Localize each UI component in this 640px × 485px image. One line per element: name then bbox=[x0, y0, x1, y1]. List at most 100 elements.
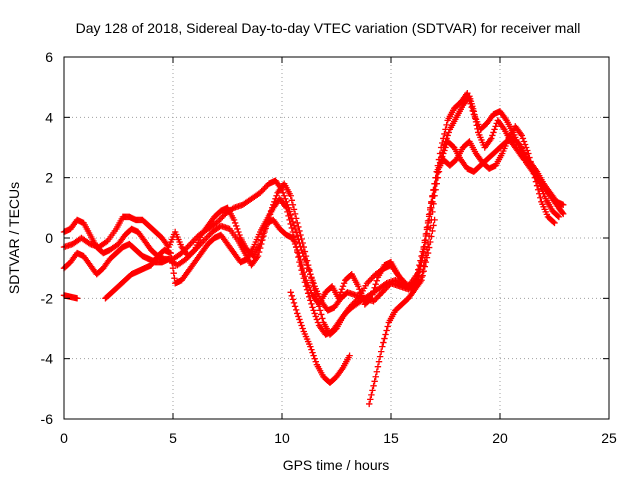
data-point bbox=[555, 213, 563, 221]
data-point bbox=[280, 192, 288, 199]
data-point bbox=[299, 264, 306, 272]
data-point bbox=[379, 343, 386, 350]
data-point bbox=[230, 216, 238, 224]
data-point bbox=[303, 257, 311, 264]
data-point bbox=[372, 281, 379, 288]
data-point bbox=[200, 237, 207, 245]
data-point bbox=[308, 275, 315, 282]
data-point bbox=[430, 187, 437, 194]
data-point bbox=[384, 323, 391, 330]
y-tick-label: 6 bbox=[45, 49, 53, 65]
data-point bbox=[273, 192, 280, 199]
data-point bbox=[441, 130, 448, 138]
data-point bbox=[383, 327, 390, 334]
data-point bbox=[291, 303, 299, 310]
data-point bbox=[295, 313, 302, 320]
data-point bbox=[467, 100, 474, 107]
data-point bbox=[519, 135, 527, 142]
data-point bbox=[262, 183, 270, 190]
data-point bbox=[312, 313, 319, 320]
data-point bbox=[440, 135, 447, 142]
data-point bbox=[366, 400, 373, 408]
data-point bbox=[171, 275, 178, 282]
x-axis-title: GPS time / hours bbox=[283, 457, 390, 473]
data-point bbox=[170, 269, 177, 277]
data-point bbox=[534, 186, 542, 193]
data-point bbox=[300, 268, 307, 276]
data-point bbox=[368, 391, 375, 399]
data-point bbox=[318, 311, 325, 318]
data-point bbox=[522, 144, 530, 151]
data-point bbox=[358, 292, 365, 299]
data-point bbox=[299, 239, 306, 247]
data-point bbox=[206, 231, 213, 239]
data-point bbox=[294, 310, 301, 317]
data-point bbox=[169, 264, 177, 272]
data-point bbox=[428, 233, 435, 240]
data-point bbox=[520, 138, 528, 145]
data-point bbox=[287, 192, 294, 199]
data-point bbox=[371, 284, 378, 291]
x-tick-label: 5 bbox=[169, 430, 177, 446]
data-point bbox=[298, 260, 305, 268]
data-point bbox=[436, 150, 444, 157]
data-point bbox=[259, 233, 266, 241]
data-point bbox=[285, 212, 292, 220]
y-tick-label: 4 bbox=[45, 109, 53, 125]
data-point bbox=[204, 233, 212, 240]
data-point bbox=[370, 288, 377, 295]
data-point bbox=[373, 277, 381, 284]
data-point bbox=[376, 292, 383, 299]
data-point bbox=[382, 331, 389, 338]
data-point bbox=[216, 216, 223, 224]
data-point bbox=[422, 258, 430, 266]
data-point bbox=[291, 240, 299, 248]
data-point bbox=[190, 237, 197, 245]
data-point bbox=[560, 201, 567, 209]
data-point bbox=[434, 162, 442, 169]
data-point bbox=[217, 215, 225, 222]
data-point bbox=[368, 295, 375, 302]
data-point bbox=[313, 316, 321, 323]
data-point bbox=[372, 373, 379, 380]
x-tick-label: 25 bbox=[601, 430, 617, 446]
data-point bbox=[412, 276, 420, 283]
data-point bbox=[431, 216, 438, 224]
data-point bbox=[302, 252, 310, 260]
data-point bbox=[368, 275, 375, 282]
data-point bbox=[236, 231, 243, 239]
data-point bbox=[310, 307, 317, 314]
data-point bbox=[289, 234, 297, 242]
data-point bbox=[300, 243, 307, 251]
data-point bbox=[424, 249, 432, 257]
x-tick-label: 0 bbox=[60, 430, 68, 446]
chart-title: Day 128 of 2018, Sidereal Day-to-day VTE… bbox=[76, 20, 581, 36]
data-point bbox=[288, 292, 296, 300]
data-point bbox=[309, 279, 316, 286]
data-point bbox=[437, 144, 445, 151]
x-tick-label: 20 bbox=[492, 430, 508, 446]
data-point bbox=[288, 224, 296, 232]
data-point bbox=[259, 186, 267, 193]
data-point bbox=[294, 246, 301, 254]
data-point bbox=[491, 126, 498, 133]
data-point bbox=[283, 204, 290, 212]
data-point bbox=[297, 256, 304, 264]
data-point bbox=[444, 132, 451, 139]
data-point bbox=[258, 237, 265, 244]
y-tick-label: -2 bbox=[41, 290, 54, 306]
data-point bbox=[433, 168, 440, 175]
data-point bbox=[423, 254, 431, 261]
y-tick-label: -6 bbox=[41, 411, 54, 427]
data-point bbox=[308, 300, 315, 308]
data-point bbox=[102, 238, 110, 246]
data-point bbox=[466, 97, 473, 104]
data-point bbox=[374, 363, 382, 370]
data-point bbox=[290, 299, 298, 307]
data-point bbox=[290, 206, 298, 213]
data-point bbox=[369, 291, 376, 299]
data-point bbox=[439, 139, 446, 147]
data-point bbox=[417, 262, 424, 269]
data-point bbox=[289, 228, 297, 236]
